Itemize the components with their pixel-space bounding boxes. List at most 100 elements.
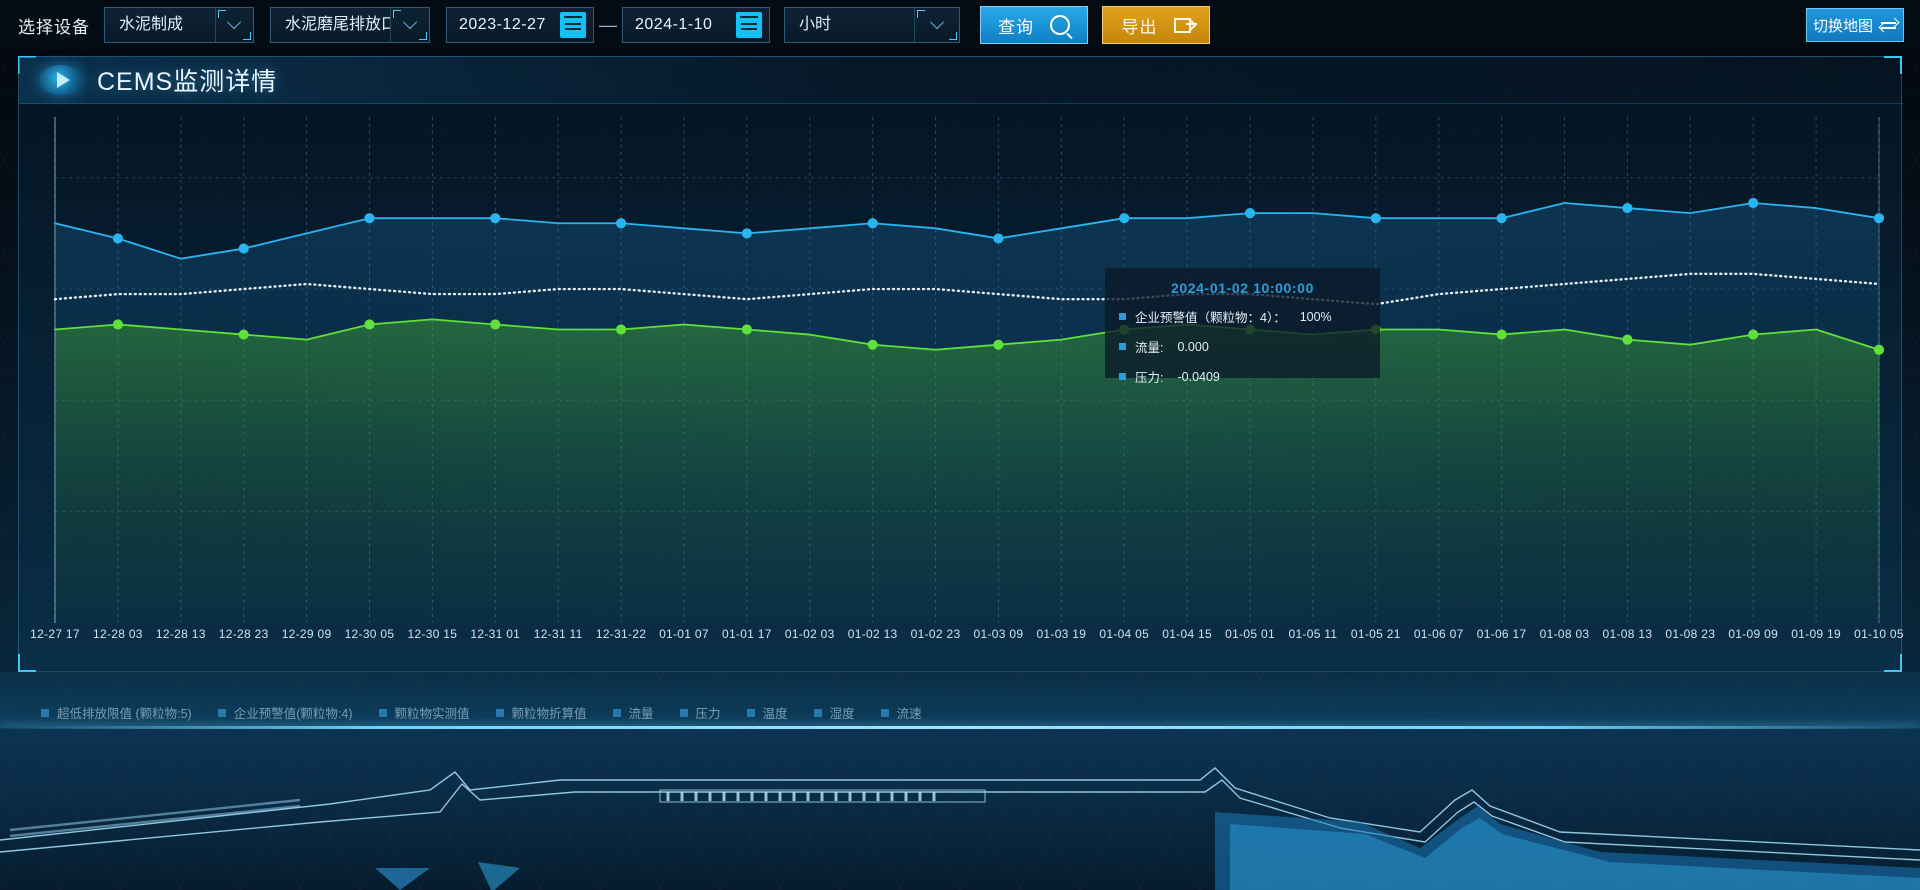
chart-data-point[interactable] [615,324,627,335]
chart-tooltip: 2024-01-02 10:00:00 企业预警值（颗粒物：4）： 100% 流量:… [1105,268,1380,385]
x-axis-tick-label: 12-30 15 [407,627,458,641]
legend-item[interactable]: 颗粒物折算值 [495,703,587,722]
chart-series-line [54,202,1880,260]
chart-area[interactable] [19,103,1903,671]
x-axis-tick-label: 01-08 03 [1539,627,1590,641]
x-axis-tick-label: 01-04 15 [1162,627,1213,641]
x-axis-tick-label: 12-31-22 [595,627,647,641]
chart-data-point[interactable] [1622,202,1633,214]
legend-marker [41,708,49,717]
chevron-down-icon[interactable] [914,8,959,42]
legend-item[interactable]: 压力 [679,703,721,722]
tooltip-label: 流量: [1135,341,1164,355]
chart-data-point[interactable] [364,319,375,330]
legend-label: 流速 [896,707,922,721]
legend-marker [378,708,387,717]
switch-map-label: 切换地图 [1812,17,1873,35]
query-button[interactable]: 查询 [980,6,1088,44]
x-axis-tick-label: 01-08 13 [1602,627,1653,641]
legend-marker [813,708,822,717]
x-axis-labels: 12-27 17 12-28 03 12-28 13 12-28 23 12-29 09… [19,627,1903,647]
chart-legend[interactable]: 超低排放限值 (颗粒物:5) 企业预警值(颗粒物:4) 颗粒物实测值 颗粒物折算值 流量… [41,703,948,722]
x-axis-tick-label: 01-01 07 [659,627,709,641]
chart-data-point[interactable] [1244,208,1256,219]
chevron-down-icon[interactable] [214,8,253,42]
x-axis-tick-label: 01-05 21 [1350,627,1401,641]
chart-data-point[interactable] [238,243,249,254]
legend-item[interactable]: 超低排放限值 (颗粒物:5) [41,703,192,722]
chevron-down-icon[interactable] [389,8,429,42]
export-button[interactable]: 导出 [1102,6,1210,44]
chart-data-point[interactable] [1496,213,1507,224]
legend-item[interactable]: 温度 [746,703,788,722]
x-axis-tick-label: 12-31 11 [533,627,583,641]
calendar-icon[interactable] [736,12,762,38]
x-axis-tick-label: 01-04 05 [1099,627,1150,641]
calendar-icon[interactable] [560,12,586,38]
chart-data-point[interactable] [1873,344,1885,355]
legend-marker [679,708,688,717]
legend-item[interactable]: 流量 [612,703,654,722]
legend-item[interactable]: 流速 [880,703,922,722]
legend-marker [495,708,504,717]
chart-data-point[interactable] [1119,213,1130,224]
chart-data-point[interactable] [1496,329,1507,340]
legend-item[interactable]: 企业预警值(颗粒物:4) [217,703,353,722]
chart-data-point[interactable] [364,213,375,224]
x-axis-tick-label: 12-30 05 [344,627,395,641]
legend-item[interactable]: 颗粒物实测值 [378,703,470,722]
legend-label: 超低排放限值 (颗粒物:5) [57,707,192,721]
chart-data-point[interactable] [741,324,752,335]
tooltip-time: 2024-01-02 10:00:00 [1171,280,1314,296]
granularity-select[interactable]: 小时 [784,7,960,43]
chart-data-point[interactable] [867,218,878,229]
legend-item[interactable]: 湿度 [813,703,855,722]
x-axis-tick-label: 01-06 17 [1476,627,1527,641]
tooltip-marker [1119,313,1126,320]
chart-series-line [54,318,1880,351]
legend-marker [880,708,889,717]
chart-data-point[interactable] [238,329,249,340]
chart-data-point[interactable] [1622,334,1633,345]
chart-data-point[interactable] [867,339,878,350]
chart-data-point[interactable] [741,228,752,239]
chart-series-line [53,272,1881,306]
top-toolbar: 选择设备 水泥制成 水泥磨尾排放口 2023-12-27 — 2024-1-10… [0,0,1920,50]
tooltip-marker [1119,343,1126,350]
device-select[interactable]: 水泥制成 [104,7,254,43]
outlet-select[interactable]: 水泥磨尾排放口 [270,7,430,43]
chart-data-point[interactable] [490,319,501,330]
date-start-value: 2023-12-27 [459,16,546,33]
chart-data-point[interactable] [1748,197,1759,209]
x-axis-tick-label: 12-29 09 [281,627,332,641]
x-axis-tick-label: 01-10 05 [1854,627,1904,641]
tooltip-value: -0.0409 [1177,369,1220,384]
chart-data-point[interactable] [1748,329,1759,340]
date-start-input[interactable]: 2023-12-27 [446,7,594,43]
date-separator: — [599,14,617,35]
chart-data-point[interactable] [112,233,123,244]
legend-label: 温度 [762,707,788,721]
legend-label: 流量 [628,707,654,721]
tooltip-label: 压力: [1135,371,1164,385]
tooltip-rows: 企业预警值（颗粒物：4）： 100% 流量: 0.000 压力: -0.0409 [1105,307,1380,386]
chart-data-point[interactable] [112,319,123,330]
x-axis-tick-label: 12-28 23 [218,627,269,641]
chart-data-point[interactable] [1370,213,1381,224]
x-axis-tick-label: 01-05 01 [1225,627,1275,641]
chart-data-point[interactable] [1873,213,1885,224]
x-axis-tick-label: 01-08 23 [1665,627,1716,641]
date-end-input[interactable]: 2024-1-10 [622,7,770,43]
tooltip-marker [1119,373,1126,380]
chart-data-point[interactable] [490,213,501,224]
panel-header: CEMS监测详情 [19,57,1903,104]
cems-detail-panel: CEMS监测详情 12-27 17 12-28 03 12-28 13 12-28 2… [18,56,1904,721]
device-select-value: 水泥制成 [119,16,184,33]
swap-icon [1878,17,1900,33]
legend-label: 压力 [695,707,721,721]
chart-data-point[interactable] [993,339,1004,350]
switch-map-button[interactable]: 切换地图 [1806,8,1904,42]
chart-data-point[interactable] [993,233,1004,244]
chart-data-point[interactable] [615,218,627,229]
line-chart[interactable] [19,103,1903,671]
